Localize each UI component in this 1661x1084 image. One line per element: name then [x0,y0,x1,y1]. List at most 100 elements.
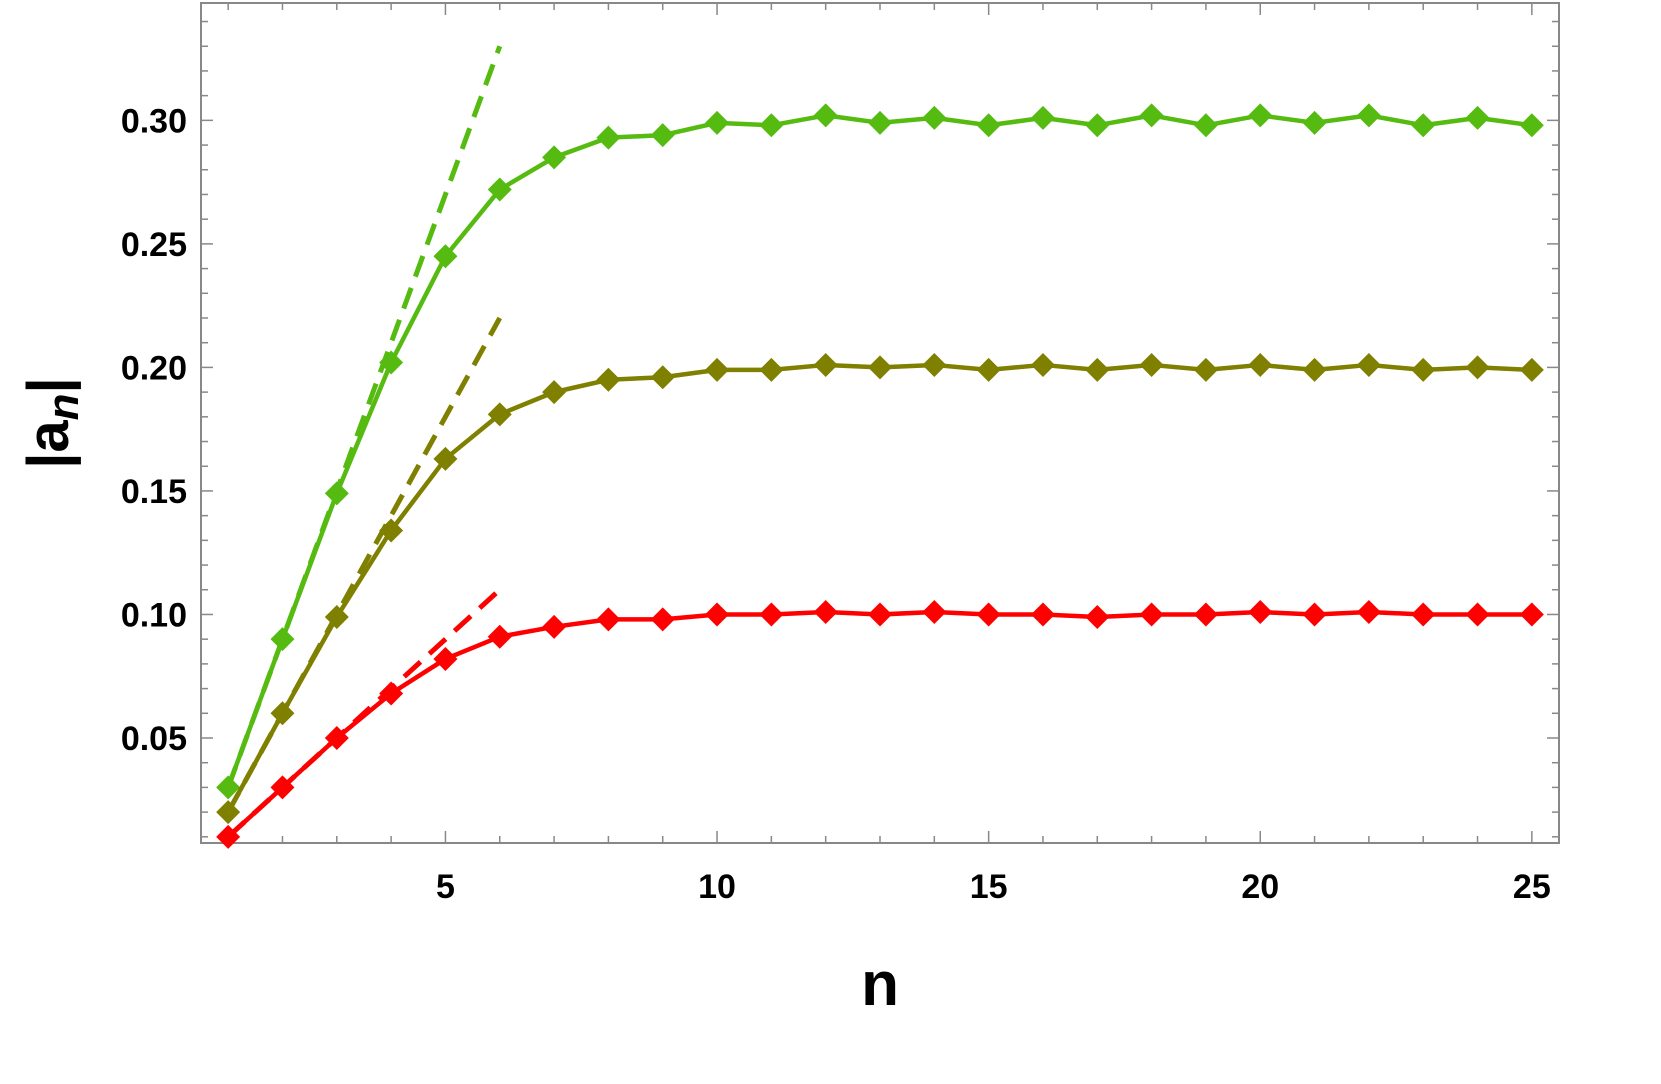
data-point-marker [1030,352,1055,377]
data-point-marker [433,446,458,471]
x-axis-title: n [861,950,899,1019]
data-point-marker [324,481,349,506]
series-line [226,362,1532,814]
data-point-marker [868,110,892,135]
y-axis-title-base: |a [16,420,81,469]
data-point-marker [1193,357,1218,382]
data-point-marker [216,800,241,825]
series-group [216,352,1544,825]
data-point-marker [542,145,567,170]
data-point-marker [1519,602,1544,627]
data-point-marker [705,602,730,627]
data-point-marker [1085,357,1110,382]
data-point-marker [596,367,621,392]
series-line [226,609,1532,839]
data-point-marker [650,607,675,632]
data-point-marker [1411,113,1436,138]
axis-ticks [201,3,1559,843]
data-point-marker [813,352,838,377]
data-point-marker [1193,113,1218,138]
x-tick-label: 20 [1241,868,1279,906]
data-point-marker [216,824,241,849]
data-point-marker [379,518,404,543]
tick-labels: 5 10 15 20 25 0.05 0.10 0.15 0.20 0.25 0.30 [121,102,1551,906]
data-point-marker [379,350,404,375]
data-point-marker [1302,357,1327,382]
data-point-marker [596,607,621,632]
data-point-marker [542,380,567,405]
data-point-marker [1248,103,1273,128]
data-point-marker [1139,352,1164,377]
x-tick-label: 15 [970,868,1008,906]
x-tick-label: 25 [1513,868,1551,906]
data-point-marker [487,177,512,202]
data-point-marker [1248,600,1273,624]
data-point-marker [1085,113,1110,138]
data-point-marker [1248,352,1273,377]
y-axis-title-close: | [16,377,81,393]
y-tick-label: 0.05 [121,720,187,758]
data-point-marker [487,624,512,649]
data-point-marker [324,604,349,629]
data-point-marker [324,726,349,750]
data-point-marker [759,357,784,382]
x-tick-label: 5 [436,868,455,906]
data-point-marker [705,357,730,382]
y-axis-title: |an| [16,377,88,469]
data-point-marker [705,110,730,135]
y-axis-title-subscript: n [39,393,88,420]
data-point-marker [1411,602,1436,627]
data-point-marker [216,775,241,800]
x-tick-label: 10 [698,868,736,906]
data-point-marker [1302,602,1327,627]
data-point-marker [1519,113,1544,138]
data-point-marker [813,103,838,128]
data-point-marker [868,355,892,380]
data-point-marker [1465,355,1490,380]
data-point-marker [1411,357,1436,382]
data-point-marker [976,357,1001,382]
data-point-marker [433,244,458,269]
data-point-marker [759,602,784,627]
data-point-marker [596,125,621,150]
data-point-marker [976,602,1001,627]
data-point-marker [487,402,512,427]
y-tick-label: 0.15 [121,473,187,511]
fit-line [225,316,502,814]
data-point-marker [1139,103,1164,128]
data-point-marker [1085,604,1110,629]
data-point-marker [813,600,838,624]
series-group [216,600,1544,849]
data-point-marker [976,113,1001,138]
data-point-marker [270,627,295,652]
data-point-marker [1519,357,1544,382]
data-point-marker [542,614,567,639]
data-point-marker [922,600,947,624]
data-point-marker [922,352,947,377]
y-tick-label: 0.30 [121,102,187,140]
data-point-marker [1302,110,1327,135]
data-point-marker [270,775,295,800]
data-point-marker [1356,103,1381,128]
fit-line [225,45,503,789]
data-point-marker [922,105,947,130]
data-point-marker [1030,105,1055,130]
data-point-marker [650,123,675,148]
data-point-marker [1465,105,1490,130]
data-point-marker [1356,352,1381,377]
data-point-marker [650,365,675,390]
data-series [216,103,1544,849]
data-point-marker [270,701,295,726]
data-point-marker [1193,602,1218,627]
data-point-marker [433,646,458,671]
data-point-marker [1030,602,1055,627]
y-tick-label: 0.25 [121,226,187,264]
data-point-marker [1356,600,1381,624]
data-point-marker [1139,602,1164,627]
data-point-marker [1465,602,1490,627]
y-tick-label: 0.10 [121,596,187,634]
y-tick-label: 0.20 [121,349,187,387]
series-group [216,103,1544,800]
data-point-marker [868,602,892,627]
